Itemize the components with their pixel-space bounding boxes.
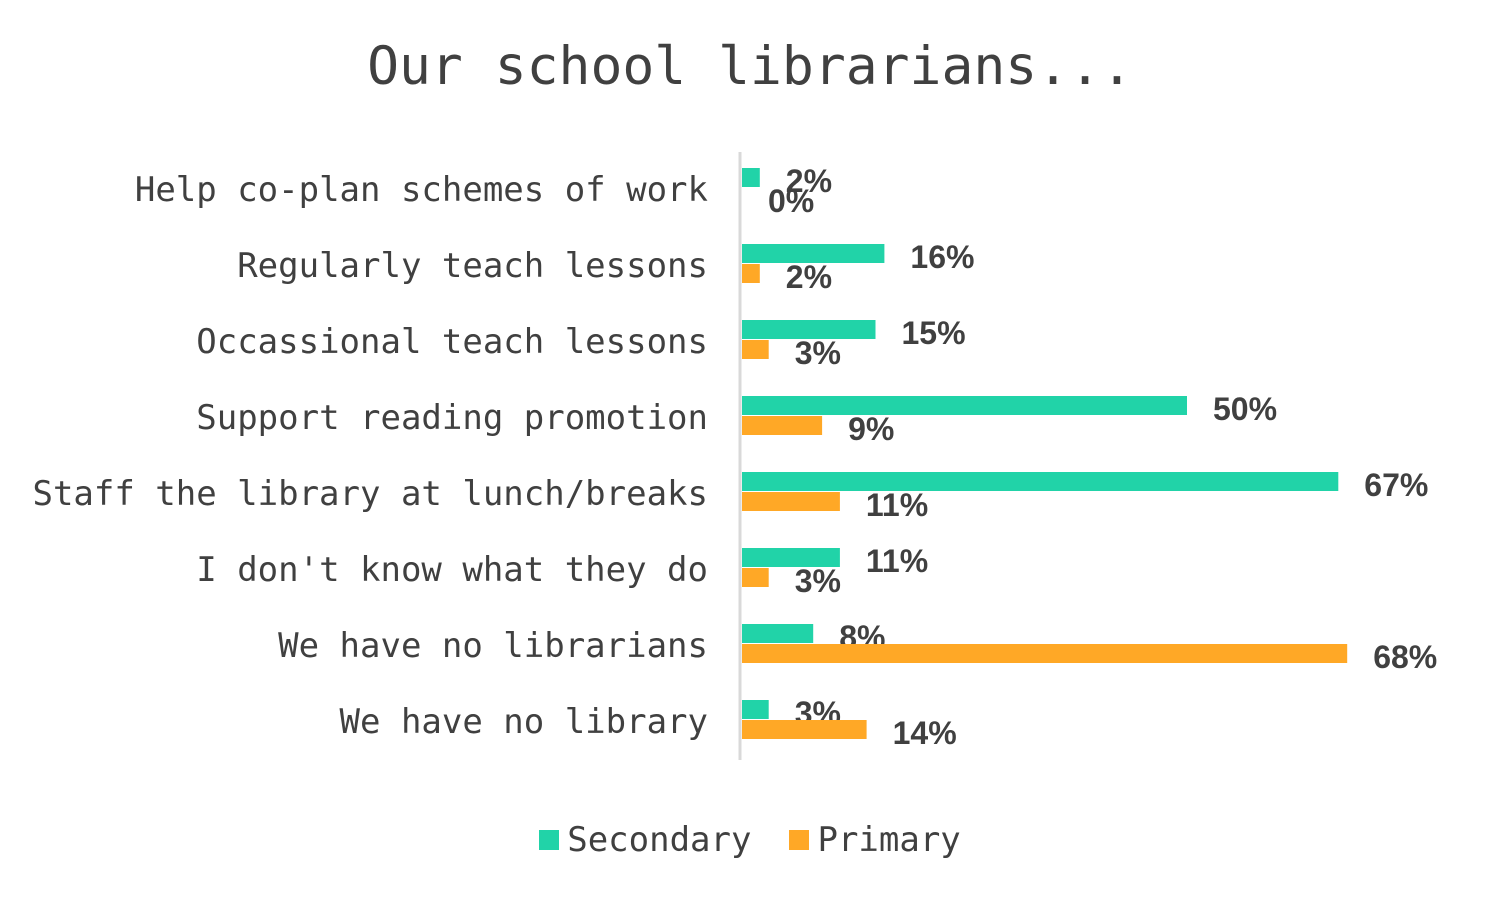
bar-primary bbox=[742, 568, 769, 587]
data-label-secondary: 50% bbox=[1213, 391, 1277, 427]
bar-primary bbox=[742, 492, 840, 511]
bar-primary bbox=[742, 340, 769, 359]
data-label-primary: 0% bbox=[768, 183, 814, 219]
data-label-secondary: 11% bbox=[866, 543, 928, 579]
bar-secondary bbox=[742, 548, 840, 567]
data-label-primary: 3% bbox=[795, 563, 841, 599]
bar-primary bbox=[742, 644, 1348, 663]
category-label: We have no librarians bbox=[278, 626, 708, 666]
data-label-secondary: 2% bbox=[786, 163, 832, 199]
data-label-primary: 2% bbox=[786, 259, 832, 295]
bar-secondary bbox=[742, 396, 1187, 415]
data-label-secondary: 16% bbox=[910, 239, 974, 275]
data-label-primary: 3% bbox=[795, 335, 841, 371]
category-label: Occassional teach lessons bbox=[196, 322, 708, 362]
legend-swatch bbox=[789, 830, 810, 850]
bar-secondary bbox=[742, 624, 814, 643]
bar-primary bbox=[742, 416, 823, 435]
bar-secondary bbox=[742, 244, 885, 263]
data-label-secondary: 67% bbox=[1364, 467, 1428, 503]
legend-label: Primary bbox=[817, 820, 961, 860]
bar-primary bbox=[742, 264, 760, 283]
bar-primary bbox=[742, 720, 867, 739]
bar-secondary bbox=[742, 700, 769, 719]
data-label-primary: 68% bbox=[1373, 639, 1437, 675]
data-label-primary: 14% bbox=[893, 715, 957, 751]
legend-swatch bbox=[539, 830, 560, 850]
category-label: I don't know what they do bbox=[196, 550, 708, 590]
legend-item-secondary: Secondary bbox=[539, 820, 751, 860]
legend-item-primary: Primary bbox=[789, 820, 961, 860]
category-label: We have no library bbox=[340, 702, 708, 742]
category-label: Support reading promotion bbox=[196, 398, 708, 438]
data-label-primary: 11% bbox=[866, 487, 928, 523]
category-label: Staff the library at lunch/breaks bbox=[32, 474, 708, 514]
bar-secondary bbox=[742, 320, 876, 339]
data-label-primary: 9% bbox=[848, 411, 894, 447]
bar-secondary bbox=[742, 168, 760, 187]
category-label: Help co-plan schemes of work bbox=[135, 170, 708, 210]
bar-secondary bbox=[742, 472, 1339, 491]
category-label: Regularly teach lessons bbox=[237, 246, 708, 286]
legend: Secondary Primary bbox=[0, 820, 1500, 860]
chart-title: Our school librarians... bbox=[367, 36, 1133, 97]
data-label-secondary: 15% bbox=[902, 315, 966, 351]
legend-label: Secondary bbox=[567, 820, 752, 860]
